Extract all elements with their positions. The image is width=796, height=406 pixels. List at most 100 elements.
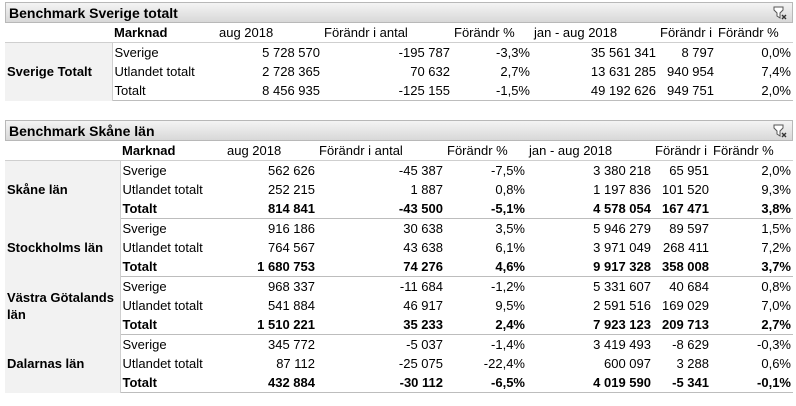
value-cell: 541 884 — [268, 298, 315, 313]
panel-titlebar: Benchmark Skåne län — [5, 120, 793, 141]
value-cell: -8 629 — [672, 337, 709, 352]
value-cell: 1 197 836 — [593, 182, 651, 197]
value-cell: 70 632 — [410, 64, 450, 79]
table-row: Utlandet totalt 2 728 365 70 632 2,7% 13 631… — [5, 62, 793, 81]
column-header: jan - aug 2018 — [532, 23, 658, 43]
value-cell: 9,5% — [495, 298, 525, 313]
table-row: Utlandet totalt 541 884 46 917 9,5% 2 591 51… — [5, 296, 793, 315]
market-cell: Utlandet totalt — [122, 240, 203, 255]
value-cell: 916 186 — [268, 221, 315, 236]
value-cell: 7,2% — [761, 240, 791, 255]
column-header: Förändr i antal — [653, 141, 711, 161]
market-cell: Sverige — [122, 279, 167, 294]
benchmark-sverige-table: Marknad aug 2018 Förändr i antal Förändr % j… — [5, 23, 793, 101]
column-header: Förändr i antal — [322, 23, 452, 43]
panel-title: Benchmark Skåne län — [9, 123, 155, 139]
value-cell: -1,2% — [491, 279, 525, 294]
value-cell: 2,4% — [445, 315, 527, 335]
value-cell: 3,5% — [495, 221, 525, 236]
value-cell: -7,5% — [491, 163, 525, 178]
region-label: Sverige Totalt — [5, 42, 113, 101]
value-cell: -125 155 — [322, 81, 452, 101]
column-header: Förändr % — [445, 141, 527, 161]
benchmark-skane-panel: Benchmark Skåne län Marknad aug 2018 Förän… — [5, 120, 793, 393]
value-cell: 3 288 — [676, 356, 709, 371]
value-cell: 30 638 — [403, 221, 443, 236]
value-cell: 4,6% — [445, 257, 527, 277]
value-cell: 764 567 — [268, 240, 315, 255]
value-cell: 74 276 — [317, 257, 445, 277]
value-cell: 968 337 — [268, 279, 315, 294]
value-cell: 7,0% — [761, 298, 791, 313]
region-label: Skåne län — [5, 160, 121, 219]
value-cell: -1,4% — [491, 337, 525, 352]
value-cell: 0,6% — [761, 356, 791, 371]
region-label: Stockholms län — [5, 218, 121, 277]
market-cell: Utlandet totalt — [122, 356, 203, 371]
value-cell: 5 946 279 — [593, 221, 651, 236]
value-cell: -5 341 — [653, 373, 711, 393]
value-cell: -5,1% — [445, 199, 527, 219]
column-header: Förändr i antal — [658, 23, 716, 43]
market-cell: Totalt — [112, 81, 217, 101]
value-cell: 2,0% — [761, 163, 791, 178]
value-cell: 814 841 — [225, 199, 317, 219]
value-cell: 35 233 — [317, 315, 445, 335]
value-cell: 1,5% — [761, 221, 791, 236]
value-cell: 169 029 — [662, 298, 709, 313]
value-cell: 600 097 — [604, 356, 651, 371]
column-header: aug 2018 — [217, 23, 322, 43]
panel-title: Benchmark Sverige totalt — [9, 5, 178, 21]
value-cell: 4 578 054 — [527, 199, 653, 219]
value-cell: -195 787 — [398, 45, 450, 60]
value-cell: 1 887 — [410, 182, 443, 197]
column-header: jan - aug 2018 — [527, 141, 653, 161]
region-label: Dalarnas län — [5, 334, 121, 393]
region-label: Västra Götalands län — [5, 276, 121, 335]
value-cell: 252 215 — [268, 182, 315, 197]
value-cell: 1 680 753 — [225, 257, 317, 277]
value-cell: 9 917 328 — [527, 257, 653, 277]
value-cell: 49 192 626 — [532, 81, 658, 101]
panel-titlebar: Benchmark Sverige totalt — [5, 2, 793, 23]
value-cell: 87 112 — [276, 356, 315, 371]
value-cell: 1 510 221 — [225, 315, 317, 335]
value-cell: 949 751 — [658, 81, 716, 101]
clear-filter-icon[interactable] — [772, 123, 788, 139]
value-cell: -43 500 — [317, 199, 445, 219]
value-cell: -0,3% — [757, 337, 791, 352]
value-cell: 9,3% — [761, 182, 791, 197]
column-header: Förändr i antal — [317, 141, 445, 161]
value-cell: 0,8% — [761, 279, 791, 294]
value-cell: -0,1% — [711, 373, 793, 393]
table-row: Totalt 8 456 935 -125 155 -1,5% 49 192 626 94… — [5, 81, 793, 101]
value-cell: 345 772 — [268, 337, 315, 352]
value-cell: 65 951 — [669, 163, 709, 178]
table-row: Stockholms län Sverige 916 186 30 638 3,5% 5 … — [5, 218, 793, 277]
value-cell: 0,0% — [761, 45, 791, 60]
column-header: Förändr % — [716, 23, 793, 43]
value-cell: 13 631 285 — [590, 64, 656, 79]
value-cell: -45 387 — [398, 163, 443, 178]
table-row: Skåne län Sverige 562 626 -45 387 -7,5% 3 380… — [5, 160, 793, 219]
value-cell: -5 037 — [406, 337, 443, 352]
column-header: Förändr % — [452, 23, 532, 43]
header-spacer — [5, 141, 120, 161]
value-cell: -11 684 — [399, 279, 443, 294]
value-cell: 4 019 590 — [527, 373, 653, 393]
value-cell: 432 884 — [225, 373, 317, 393]
market-cell: Totalt — [120, 257, 225, 277]
table-row: Utlandet totalt 87 112 -25 075 -22,4% 600 09… — [5, 354, 793, 373]
table-row: Västra Götalands län Sverige 968 337 -11 68… — [5, 276, 793, 335]
header-row: Marknad aug 2018 Förändr i antal Förändr % j… — [5, 23, 793, 43]
header-row: Marknad aug 2018 Förändr i antal Förändr % j… — [5, 141, 793, 161]
clear-filter-icon[interactable] — [772, 5, 788, 21]
value-cell: 8 797 — [681, 45, 714, 60]
value-cell: 3 971 049 — [593, 240, 651, 255]
column-header: Förändr % — [711, 141, 793, 161]
market-cell: Sverige — [122, 221, 167, 236]
table-row: Totalt 814 841 -43 500 -5,1% 4 578 054 167 47… — [5, 199, 793, 219]
table-row: Sverige Totalt Sverige 5 728 570 -195 787 -3… — [5, 42, 793, 101]
value-cell: 3,7% — [711, 257, 793, 277]
market-cell: Totalt — [120, 373, 225, 393]
